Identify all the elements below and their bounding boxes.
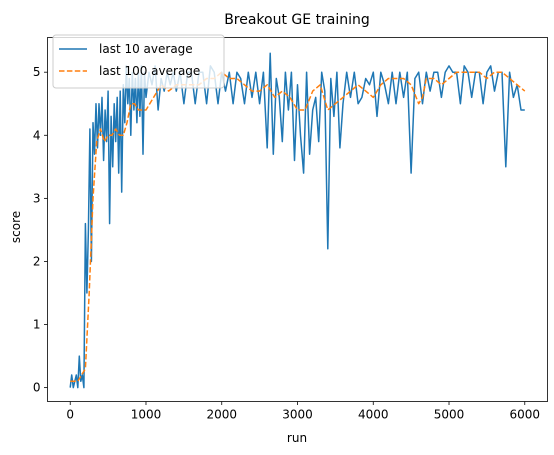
y-tick-label: 5 [33,65,41,79]
y-axis: 0 1 2 3 4 5 [33,65,48,395]
y-tick-label: 0 [33,381,41,395]
legend: last 10 average last 100 average [52,34,225,89]
x-tick-label: 3000 [282,408,313,422]
y-tick-label: 4 [33,128,41,142]
x-axis-label: run [287,431,307,445]
x-axis: 0 1000 2000 3000 4000 5000 6000 [66,401,540,422]
x-tick-label: 6000 [509,408,540,422]
x-tick-label: 2000 [206,408,237,422]
x-tick-label: 4000 [358,408,389,422]
y-tick-label: 3 [33,191,41,205]
y-tick-label: 1 [33,318,41,332]
series-line-1 [70,71,526,383]
series-line-0 [69,52,525,389]
x-tick-label: 1000 [131,408,162,422]
legend-label: last 100 average [99,64,200,78]
y-axis-label: score [9,211,23,243]
x-tick-label: 0 [66,408,74,422]
x-tick-label: 5000 [434,408,465,422]
chart-title: Breakout GE training [224,12,370,28]
plot-frame [47,37,548,402]
legend-box [52,34,225,89]
legend-label: last 10 average [99,42,193,56]
series-layer [69,52,526,389]
y-tick-label: 2 [33,254,41,268]
